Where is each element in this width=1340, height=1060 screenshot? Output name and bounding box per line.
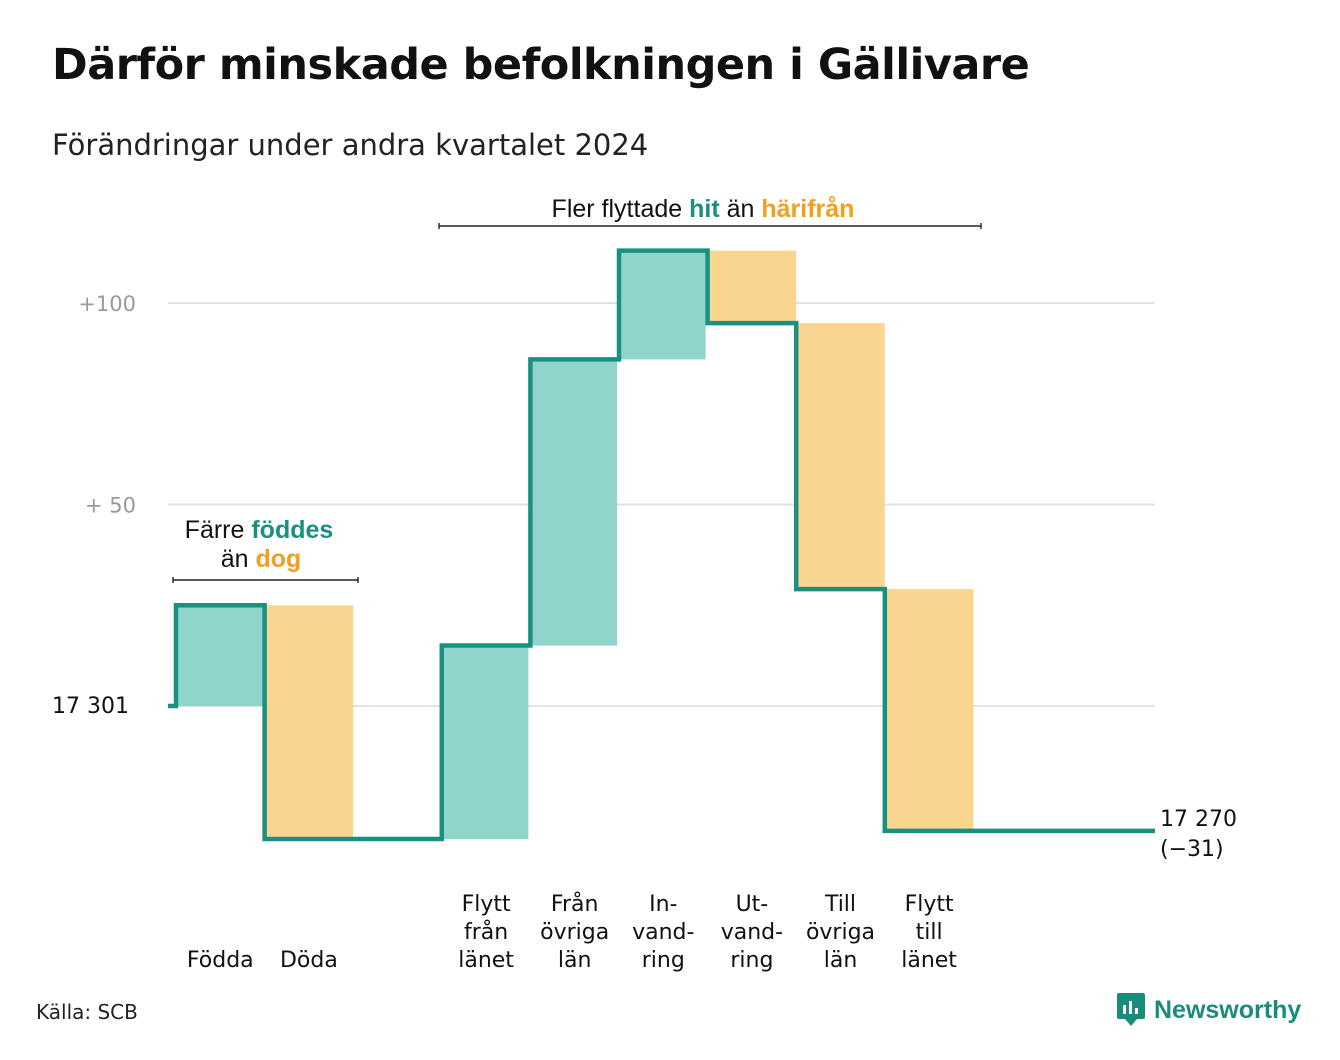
annotation-natural-pre1: Färre <box>185 516 252 544</box>
source-note: Källa: SCB <box>36 1000 138 1024</box>
y-tick-label-1: + 50 <box>85 494 136 518</box>
category-label-6-0: Ut- <box>736 892 769 917</box>
category-label-7-0: Till <box>824 892 856 917</box>
category-label-6-2: ring <box>730 948 773 973</box>
newsworthy-logo-icon <box>1117 993 1145 1026</box>
bar-1 <box>266 605 354 839</box>
y-axis-ticks: +100 + 50 <box>78 292 136 518</box>
step-line <box>168 248 1155 842</box>
annotation-migration-pre: Fler flyttade <box>552 195 690 223</box>
page-title: Därför minskade befolkningen i Gällivare <box>52 40 1030 90</box>
bar-5 <box>619 250 706 360</box>
category-label-0-0: Födda <box>187 948 254 973</box>
annotation-migration: Fler flyttade hit än härifrån <box>552 195 855 223</box>
bars <box>176 250 974 839</box>
category-label-4-1: övriga <box>540 920 609 945</box>
annotation-migration-bracket <box>438 223 982 229</box>
brand-name: Newsworthy <box>1154 995 1302 1024</box>
category-label-4-0: Från <box>551 891 599 917</box>
annotation-migration-hit: hit <box>689 195 720 223</box>
brand-logo: Newsworthy <box>1116 992 1301 1028</box>
category-label-4-2: län <box>558 948 592 973</box>
category-label-8-1: till <box>916 920 943 945</box>
bar-0 <box>176 605 263 706</box>
bar-6 <box>709 250 797 324</box>
page-subtitle: Förändringar under andra kvartalet 2024 <box>52 128 649 162</box>
category-label-5-2: ring <box>642 948 685 973</box>
category-label-3-0: Flytt <box>462 892 511 917</box>
running-total-line <box>168 248 1155 842</box>
category-label-6-1: vand- <box>721 920 783 945</box>
category-label-3-1: från <box>464 919 508 945</box>
annotation-natural-line1: Färre föddes <box>185 516 334 544</box>
category-labels: Födda DödaFlyttfrånlänetFrånövrigalänIn-v… <box>187 891 957 973</box>
annotation-natural-line2: än dog <box>221 545 302 573</box>
annotation-natural-bracket <box>172 577 359 583</box>
category-label-7-2: län <box>824 948 858 973</box>
category-label-8-2: länet <box>901 948 957 973</box>
category-label-1-0: Döda <box>280 948 338 973</box>
bar-8 <box>886 589 974 831</box>
category-label-5-1: vand- <box>632 920 694 945</box>
annotation-natural-pre2: än <box>221 545 256 573</box>
y-tick-label-0: +100 <box>78 292 136 316</box>
annotation-migration-mid: än <box>720 195 762 223</box>
start-label: 17 301 <box>52 694 129 719</box>
annotation-migration-harifran: härifrån <box>761 195 854 223</box>
category-label-3-2: länet <box>458 948 514 973</box>
category-label-7-1: övriga <box>806 920 875 945</box>
annotation-natural-dog: dog <box>255 545 301 573</box>
bar-3 <box>441 645 529 839</box>
annotations: Fler flyttade hit än härifrån Färre född… <box>172 195 982 583</box>
category-label-8-0: Flytt <box>905 892 954 917</box>
bar-7 <box>798 323 885 590</box>
end-label: 17 270 <box>1160 807 1237 832</box>
end-change-label: (−31) <box>1160 837 1224 862</box>
annotation-natural-foddes: föddes <box>251 516 333 544</box>
category-label-5-0: In- <box>649 892 677 917</box>
bar-4 <box>530 359 617 646</box>
